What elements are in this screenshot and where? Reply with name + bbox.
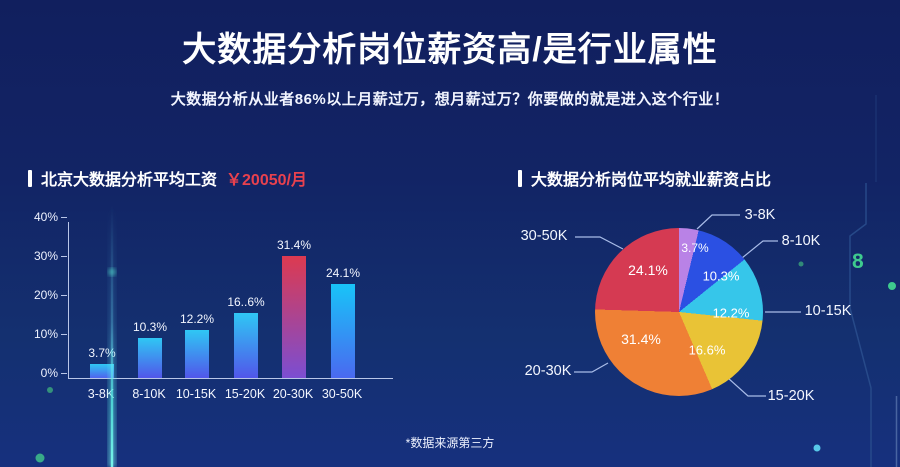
bar-plot-area: 3.7% 10.3% 12.2% 16..6% 31.4% 24.1% [68,222,393,379]
pie-legend-3-8k: 3-8K [744,207,776,223]
x-axis-category: 10-15K [175,387,217,401]
header-accent-bar [28,169,32,187]
axis-tick [61,256,67,257]
bar-group: 16..6% [222,222,270,378]
y-axis-tick-label: 10% [33,327,58,341]
x-axis-category: 20-30K [272,387,314,401]
page-title: 大数据分析岗位薪资高/是行业属性 [182,31,718,69]
bar-value-label: 24.1% [325,266,361,280]
pie-legend-20-30k: 20-30K [524,363,572,379]
axis-tick [61,334,67,335]
bar-value-label: 31.4% [276,237,312,252]
bar-value-label: 3.7% [88,345,116,360]
pie-slice-label-15-20k: 16.6% [688,342,726,358]
bar-value-label: 12.2% [179,312,215,327]
pie-legend-8-10k: 8-10K [781,233,821,249]
bar-3-8k [90,363,114,378]
bar-8-10k [138,337,162,378]
y-axis-tick-label: 30% [33,249,58,263]
bar-group: 24.1% [319,222,367,378]
pie-chart-header: 大数据分析岗位平均就业薪资占比 [518,166,771,190]
axis-tick [61,373,67,374]
bar-value-label: 16..6% [227,295,265,310]
pie-slice-label-30-50k: 24.1% [628,262,668,278]
page-subtitle: 大数据分析从业者86%以上月薪过万，想月薪过万？你要做的就是进入这个行业！ [170,91,730,108]
pie-slice-label-10-15k: 12.2% [712,305,750,321]
bar-10-15k [185,330,209,378]
bar-group: 10.3% [126,222,174,378]
bar-20-30k [282,255,306,378]
circuit-eight-glyph: 8 [852,250,864,273]
data-source-footnote: *数据来源第三方 [405,436,495,450]
pie-legend-10-15k: 10-15K [804,303,852,319]
bar-group: 12.2% [173,222,221,378]
x-axis-category: 15-20K [224,387,266,401]
y-axis-tick-label: 0% [40,366,58,380]
x-axis-category: 30-50K [321,387,363,401]
pie-slice-label-3-8k: 3.7% [681,241,709,255]
axis-tick [61,217,67,218]
pie-slice-label-20-30k: 31.4% [621,331,661,347]
x-axis-category: 3-8K [87,387,115,401]
y-axis-tick-label: 20% [33,288,58,302]
pie-chart [595,228,763,396]
x-axis-category: 8-10K [132,387,166,401]
average-salary-value: ￥20050/月 [226,172,307,189]
pie-legend-15-20k: 15-20K [767,388,815,404]
axis-tick [61,295,67,296]
pie-legend-30-50k: 30-50K [520,228,568,244]
bar-group: 31.4% [270,222,318,378]
pie-slice-label-8-10k: 10.3% [702,268,740,284]
bar-value-label: 10.3% [132,319,168,334]
bar-15-20k [234,313,258,378]
bar-chart-title: 北京大数据分析平均工资 [41,172,218,189]
bar-chart-header: 北京大数据分析平均工资 ￥20050/月 [28,166,307,190]
bar-30-50k [331,284,355,378]
pie-chart-title: 大数据分析岗位平均就业薪资占比 [531,172,772,189]
header-accent-bar [518,169,522,187]
bar-group: 3.7% [78,222,126,378]
y-axis-tick-label: 40% [33,210,58,224]
